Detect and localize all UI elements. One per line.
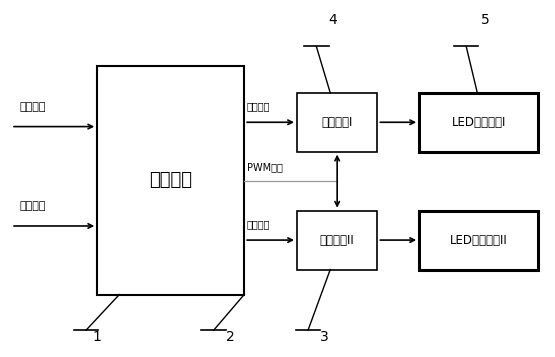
Text: LED发光单元II: LED发光单元II — [450, 233, 508, 247]
Text: PWM信号: PWM信号 — [247, 162, 283, 172]
Text: 驱动模块II: 驱动模块II — [320, 233, 355, 247]
Text: 驱动信号: 驱动信号 — [247, 101, 270, 111]
Text: 3: 3 — [320, 330, 329, 345]
Text: 调色信号: 调色信号 — [19, 201, 46, 211]
Bar — [419, 93, 538, 152]
Bar — [297, 93, 377, 152]
Text: LED发光单元Ⅰ: LED发光单元Ⅰ — [452, 116, 506, 129]
Bar — [297, 211, 377, 270]
Text: 1: 1 — [93, 330, 102, 345]
Text: 2: 2 — [226, 330, 235, 345]
Text: 调光信号: 调光信号 — [19, 102, 46, 112]
Text: 驱动模块I: 驱动模块I — [321, 116, 353, 129]
Text: 控制芯片: 控制芯片 — [149, 171, 192, 189]
Bar — [419, 211, 538, 270]
Text: 驱动信号: 驱动信号 — [247, 219, 270, 229]
Text: 5: 5 — [481, 12, 490, 27]
Bar — [97, 66, 244, 295]
Text: 4: 4 — [329, 12, 337, 27]
